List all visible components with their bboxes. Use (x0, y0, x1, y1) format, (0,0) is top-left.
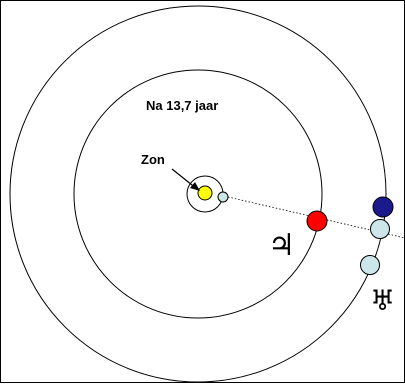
blue-body (372, 196, 394, 218)
jupiter (306, 210, 328, 232)
diagram-caption: Na 13,7 jaar (146, 98, 218, 113)
uranus (360, 255, 380, 275)
jupiter-orbit (73, 69, 323, 319)
earth (217, 191, 229, 203)
uranus-symbol: ♅ (370, 284, 395, 317)
uranus-aligned (370, 219, 390, 239)
sun-pointer-arrowhead (190, 182, 200, 191)
sun-label: Zon (141, 152, 165, 167)
jupiter-symbol: ♃ (268, 228, 295, 263)
sun (197, 185, 213, 201)
outer-orbit (9, 5, 387, 383)
